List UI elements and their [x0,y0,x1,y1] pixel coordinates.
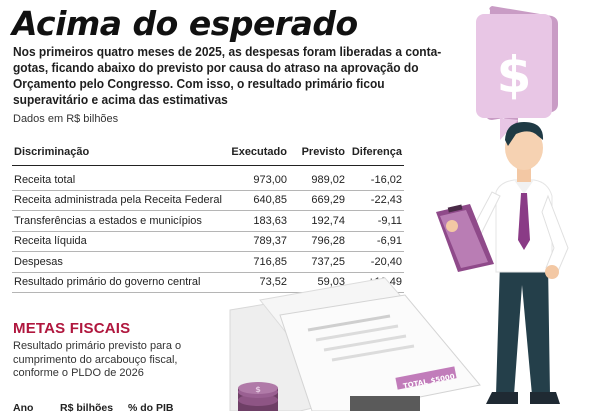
metas-fiscais-text: Resultado primário previsto para o cumpr… [13,340,182,379]
page-title: Acima do esperado [12,4,358,43]
table-cell: 640,85 [224,190,289,211]
table-cell: Resultado primário do governo central [12,272,224,293]
svg-text:$: $ [255,385,261,394]
table-cell: -6,91 [347,231,404,252]
lead-paragraph: Nos primeiros quatro meses de 2025, as d… [13,45,442,107]
table-cell: Despesas [12,251,224,273]
businessman-illustration: $ TOTAL $5000 $ [229,6,569,411]
table-cell: -22,43 [347,190,404,211]
table-cell: 716,85 [224,251,289,273]
table-cell: 669,29 [289,190,347,211]
dollar-bubble-icon: $ [476,6,558,140]
table-cell: Transferências a estados e municípios [12,210,224,232]
table-row: Transferências a estados e municípios 18… [12,210,404,232]
businessman-figure [436,122,569,404]
column-header: Previsto [289,145,347,166]
column-header: Executado [224,145,289,166]
metas-column-header: R$ bilhões [60,402,114,414]
table-row: Receita líquida 789,37 796,28 -6,91 [12,231,404,252]
column-header: Diferença [347,145,404,166]
table-cell: 73,52 [224,272,289,293]
table-cell: -16,02 [347,170,404,191]
metas-fiscais-title: METAS FISCAIS [13,320,131,337]
table-cell: 192,74 [289,210,347,232]
column-header: Discriminação [12,145,224,166]
table-cell: 796,28 [289,231,347,252]
table-cell: Receita administrada pela Receita Federa… [12,190,224,211]
fiscal-results-table: Discriminação Executado Previsto Diferen… [12,145,404,293]
documents-icon: TOTAL $5000 [229,277,481,411]
table-cell: 737,25 [289,251,347,273]
table-row: Resultado primário do governo central 73… [12,272,404,293]
coin-stack-icon: $ [238,382,278,411]
table-cell: 989,02 [289,170,347,191]
table-cell: 789,37 [224,231,289,252]
table-cell: Receita total [12,170,224,191]
table-header-row: Discriminação Executado Previsto Diferen… [12,145,404,166]
dollar-symbol: $ [497,46,532,104]
table-row: Despesas 716,85 737,25 -20,40 [12,251,404,273]
unit-note: Dados em R$ bilhões [13,113,119,125]
table-cell: Receita líquida [12,231,224,252]
table-cell: -9,11 [347,210,404,232]
table-cell: 183,63 [224,210,289,232]
table-row: Receita total 973,00 989,02 -16,02 [12,170,404,191]
metas-column-header: Ano [13,402,34,414]
metas-column-header: % do PIB [128,402,174,414]
table-row: Receita administrada pela Receita Federa… [12,190,404,211]
table-cell: -20,40 [347,251,404,273]
table-cell: 973,00 [224,170,289,191]
